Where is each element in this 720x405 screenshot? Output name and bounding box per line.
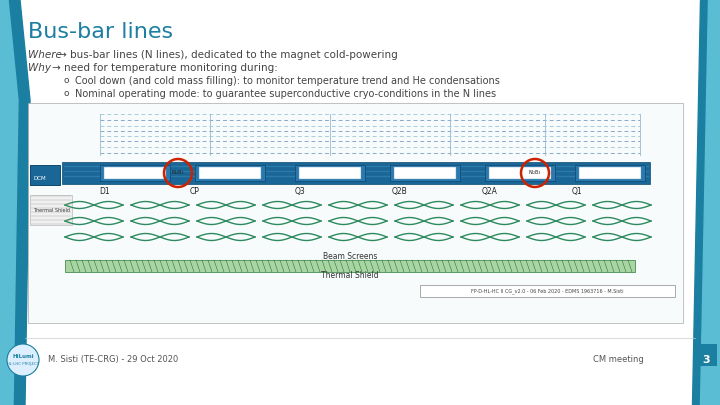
Text: Ni₂B₃: Ni₂B₃ [528,171,541,175]
Text: Beam Screens: Beam Screens [323,252,377,261]
Text: Thermal Shield: Thermal Shield [33,207,70,213]
Text: CP: CP [190,187,200,196]
Text: HL·LHC PROJECT: HL·LHC PROJECT [7,362,39,366]
Text: Q1: Q1 [572,187,582,196]
Text: Ni₂B₃: Ni₂B₃ [172,171,184,175]
Bar [575,165,645,181]
Polygon shape [692,0,720,405]
Bar [299,167,361,179]
Bar [394,167,456,179]
Text: Why: Why [28,63,51,73]
Bar [390,165,460,181]
Text: → need for temperature monitoring during:: → need for temperature monitoring during… [52,63,278,73]
Text: Q2B: Q2B [392,187,408,196]
Circle shape [7,344,39,376]
Text: Q3: Q3 [294,187,305,196]
Text: o: o [63,89,68,98]
Bar [199,167,261,179]
Text: Q2A: Q2A [482,187,498,196]
Polygon shape [700,0,720,405]
Text: → bus-bar lines (N lines), dedicated to the magnet cold-powering: → bus-bar lines (N lines), dedicated to … [58,50,397,60]
Text: HiLumi: HiLumi [12,354,34,358]
Bar [65,260,635,272]
Bar [30,195,72,225]
Bar [695,344,717,366]
Bar [104,167,166,179]
Text: Nominal operating mode: to guarantee superconductive cryo-conditions in the N li: Nominal operating mode: to guarantee sup… [75,89,496,99]
Bar [30,165,60,185]
Bar [195,165,265,181]
Text: CM meeting: CM meeting [593,355,644,364]
Bar [485,165,555,181]
Polygon shape [0,0,30,405]
Bar [489,167,551,179]
Bar [420,285,675,297]
Text: Bus-bar lines: Bus-bar lines [28,22,173,42]
Polygon shape [0,0,18,405]
Bar [295,165,365,181]
Text: 3: 3 [702,355,710,365]
Text: M. Sisti (TE-CRG) - 29 Oct 2020: M. Sisti (TE-CRG) - 29 Oct 2020 [48,355,179,364]
Text: Cool down (and cold mass filling): to monitor temperature trend and He condensat: Cool down (and cold mass filling): to mo… [75,76,500,86]
Text: D1: D1 [99,187,110,196]
Text: Thermal Shield: Thermal Shield [321,271,379,280]
Bar [579,167,641,179]
Text: o: o [63,76,68,85]
Bar [28,103,683,323]
Text: Where: Where [28,50,62,60]
Bar [100,165,170,181]
Bar [62,162,650,184]
Text: DCM: DCM [34,175,47,181]
Text: FP-D-HL-HC II CG_v2.0 - 06 Feb 2020 - EDMS 1963716 - M.Sisti: FP-D-HL-HC II CG_v2.0 - 06 Feb 2020 - ED… [472,288,624,294]
